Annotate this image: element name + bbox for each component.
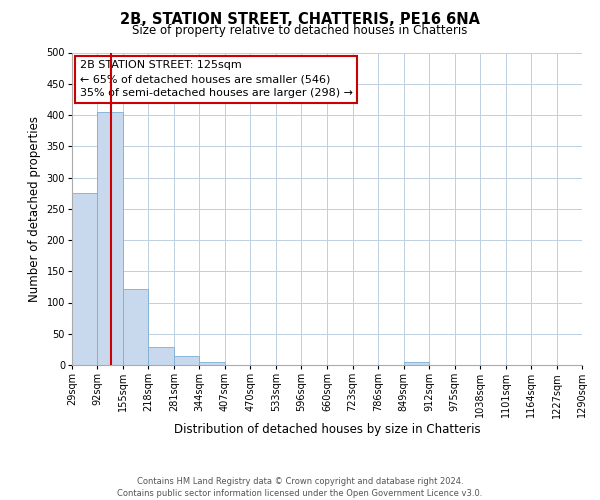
Bar [123, 289, 148, 365]
Bar [174, 356, 199, 365]
Text: Size of property relative to detached houses in Chatteris: Size of property relative to detached ho… [133, 24, 467, 37]
Bar [199, 362, 225, 365]
Bar [404, 362, 429, 365]
Bar [148, 347, 174, 365]
Bar [97, 112, 123, 365]
Y-axis label: Number of detached properties: Number of detached properties [28, 116, 41, 302]
Text: Contains HM Land Registry data © Crown copyright and database right 2024.
Contai: Contains HM Land Registry data © Crown c… [118, 476, 482, 498]
Bar [72, 193, 97, 365]
Text: 2B STATION STREET: 125sqm
← 65% of detached houses are smaller (546)
35% of semi: 2B STATION STREET: 125sqm ← 65% of detac… [80, 60, 353, 98]
X-axis label: Distribution of detached houses by size in Chatteris: Distribution of detached houses by size … [173, 423, 481, 436]
Text: 2B, STATION STREET, CHATTERIS, PE16 6NA: 2B, STATION STREET, CHATTERIS, PE16 6NA [120, 12, 480, 28]
